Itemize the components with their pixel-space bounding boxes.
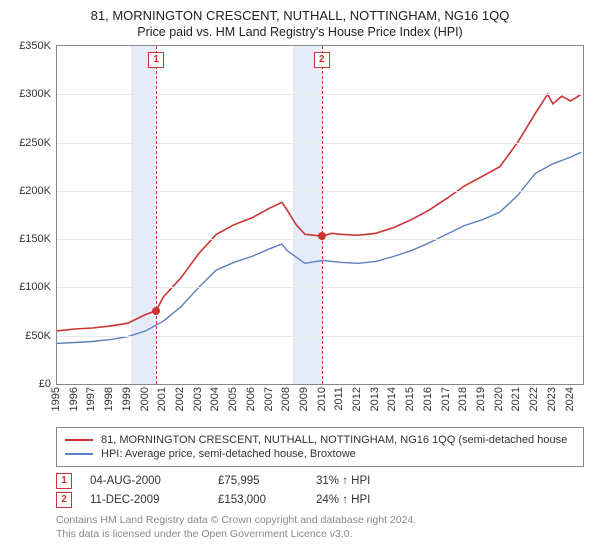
legend-item-hpi: HPI: Average price, semi-detached house,… [65,448,575,460]
legend-label: HPI: Average price, semi-detached house,… [101,448,356,460]
sales-row: 2 11-DEC-2009 £153,000 24% ↑ HPI [56,492,584,508]
footer-line: Contains HM Land Registry data © Crown c… [56,514,584,528]
sale-marker-line [322,46,323,384]
x-tick-label: 2020 [493,387,505,411]
gridline [57,287,583,288]
x-tick-label: 2007 [263,387,275,411]
legend-swatch-icon [65,453,93,455]
x-tick-label: 1997 [85,387,97,411]
x-tick-label: 2013 [369,387,381,411]
series-line-hpi [57,152,581,343]
legend: 81, MORNINGTON CRESCENT, NUTHALL, NOTTIN… [56,427,584,467]
x-tick-label: 2009 [298,387,310,411]
plot-area: £0£50K£100K£150K£200K£250K£300K£350K12 [56,45,584,385]
sale-dot-icon [318,232,326,240]
sales-marker-icon: 1 [56,473,72,489]
y-tick-label: £350K [19,40,51,52]
x-tick-label: 1996 [68,387,80,411]
x-tick-label: 2004 [209,387,221,411]
x-tick-label: 2008 [280,387,292,411]
y-tick-label: £50K [25,330,51,342]
sales-marker-icon: 2 [56,492,72,508]
x-tick-label: 2000 [139,387,151,411]
x-tick-label: 2021 [510,387,522,411]
x-tick-label: 2018 [457,387,469,411]
x-tick-label: 2019 [475,387,487,411]
sales-delta: 24% ↑ HPI [316,494,406,506]
x-axis-ticks: 1995199619971998199920002001200220032004… [56,385,584,419]
y-tick-label: £250K [19,137,51,149]
sales-delta: 31% ↑ HPI [316,475,406,487]
gridline [57,94,583,95]
x-tick-label: 2016 [422,387,434,411]
x-tick-label: 2022 [528,387,540,411]
chart-container: 81, MORNINGTON CRESCENT, NUTHALL, NOTTIN… [0,0,600,547]
sales-row: 1 04-AUG-2000 £75,995 31% ↑ HPI [56,473,584,489]
legend-swatch-icon [65,439,93,441]
sale-marker-box: 1 [148,52,164,68]
x-tick-label: 2024 [564,387,576,411]
sales-date: 04-AUG-2000 [90,475,200,487]
y-tick-label: £100K [19,281,51,293]
x-tick-label: 2002 [174,387,186,411]
legend-item-property: 81, MORNINGTON CRESCENT, NUTHALL, NOTTIN… [65,434,575,446]
y-tick-label: £150K [19,233,51,245]
series-line-property [57,94,581,331]
sale-marker-line [156,46,157,384]
y-tick-label: £200K [19,185,51,197]
sales-price: £75,995 [218,475,298,487]
x-tick-label: 2011 [333,387,345,411]
x-tick-label: 1999 [121,387,133,411]
line-layer [57,46,583,384]
gridline [57,143,583,144]
chart-title: 81, MORNINGTON CRESCENT, NUTHALL, NOTTIN… [10,8,590,23]
x-tick-label: 2012 [351,387,363,411]
x-tick-label: 2014 [386,387,398,411]
gridline [57,191,583,192]
x-tick-label: 2001 [156,387,168,411]
x-tick-label: 2003 [192,387,204,411]
gridline [57,336,583,337]
x-tick-label: 2010 [316,387,328,411]
sales-date: 11-DEC-2009 [90,494,200,506]
x-tick-label: 2015 [404,387,416,411]
footer-attribution: Contains HM Land Registry data © Crown c… [56,514,584,541]
x-tick-label: 2017 [440,387,452,411]
sale-marker-box: 2 [314,52,330,68]
x-tick-label: 2023 [546,387,558,411]
chart-subtitle: Price paid vs. HM Land Registry's House … [10,25,590,39]
x-tick-label: 2005 [227,387,239,411]
sales-price: £153,000 [218,494,298,506]
x-tick-label: 1995 [50,387,62,411]
x-tick-label: 1998 [103,387,115,411]
footer-line: This data is licensed under the Open Gov… [56,528,584,542]
sales-table: 1 04-AUG-2000 £75,995 31% ↑ HPI 2 11-DEC… [56,473,584,508]
x-tick-label: 2006 [245,387,257,411]
legend-label: 81, MORNINGTON CRESCENT, NUTHALL, NOTTIN… [101,434,567,446]
y-tick-label: £300K [19,88,51,100]
sale-dot-icon [152,307,160,315]
